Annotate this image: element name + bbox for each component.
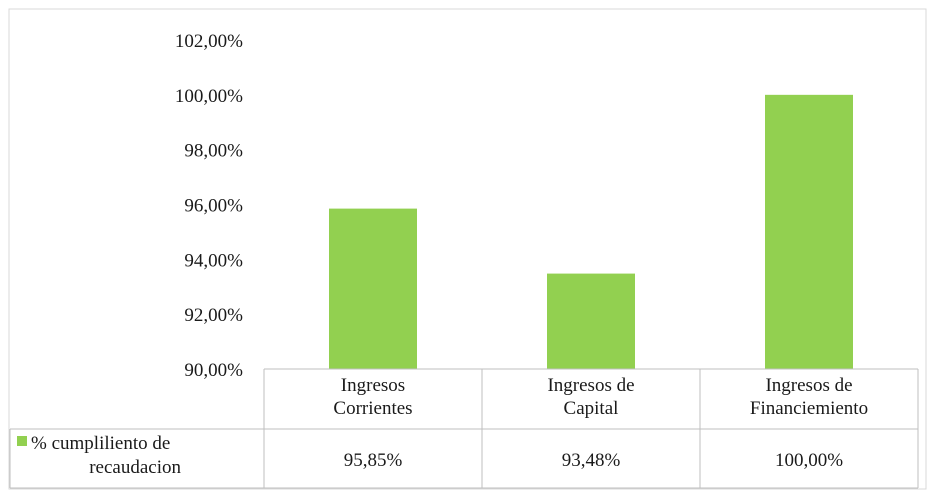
- y-tick-label: 94,00%: [184, 250, 243, 271]
- bar: [765, 94, 853, 369]
- category-label: Ingresos de: [547, 375, 634, 396]
- y-tick-label: 92,00%: [184, 305, 243, 326]
- y-tick-label: 90,00%: [184, 360, 243, 381]
- legend-key: [17, 436, 27, 446]
- category-label: Financiemiento: [750, 398, 868, 419]
- legend-label: % cumpliliento de: [31, 433, 170, 454]
- y-tick-label: 96,00%: [184, 196, 243, 217]
- y-tick-label: 98,00%: [184, 141, 243, 162]
- table-value: 95,85%: [344, 450, 403, 471]
- legend-label: recaudacion: [89, 457, 181, 478]
- y-tick-label: 100,00%: [175, 86, 243, 107]
- category-label: Corrientes: [333, 398, 412, 419]
- bar: [547, 273, 635, 369]
- bar: [329, 208, 417, 369]
- y-tick-label: 102,00%: [175, 31, 243, 52]
- table-value: 93,48%: [562, 450, 621, 471]
- category-label: Ingresos de: [765, 375, 852, 396]
- table-value: 100,00%: [775, 450, 843, 471]
- category-label: Capital: [564, 398, 619, 419]
- category-label: Ingresos: [341, 375, 405, 396]
